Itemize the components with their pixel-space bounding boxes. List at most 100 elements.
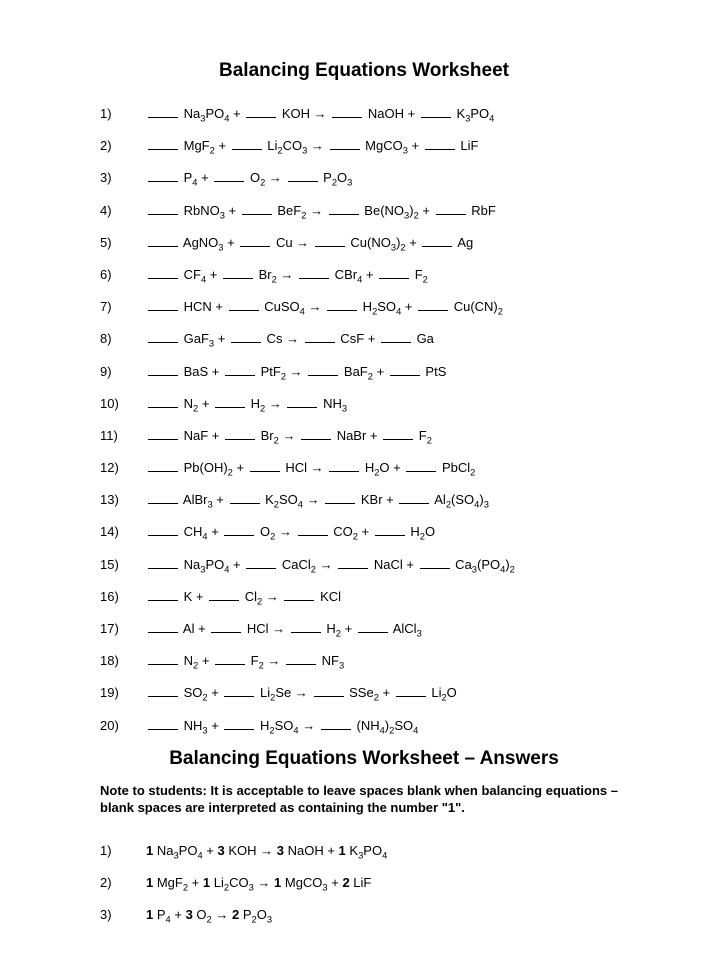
coefficient-blank [315, 234, 345, 247]
problem-equation: P4 + O2 → P2O3 [146, 169, 628, 187]
coefficient-blank [383, 427, 413, 440]
problem-number: 13) [100, 491, 146, 509]
coefficient-blank [148, 685, 178, 698]
coefficient-blank [211, 620, 241, 633]
problem-number: 20) [100, 717, 146, 735]
problem-number: 7) [100, 298, 146, 316]
problem-number: 14) [100, 523, 146, 541]
problem-equation: MgF2 + Li2CO3 → MgCO3 + LiF [146, 137, 628, 155]
problem-row: 5) AgNO3 + Cu → Cu(NO3)2 + Ag [100, 227, 628, 259]
problem-equation: N2 + F2 → NF3 [146, 652, 628, 670]
problem-equation: Na3PO4 + CaCl2 → NaCl + Ca3(PO4)2 [146, 556, 628, 574]
coefficient-blank [148, 653, 178, 666]
problem-equation: HCN + CuSO4 → H2SO4 + Cu(CN)2 [146, 298, 628, 316]
answer-number: 2) [100, 874, 146, 892]
coefficient-blank [301, 427, 331, 440]
problem-number: 11) [100, 427, 146, 445]
problem-row: 12) Pb(OH)2 + HCl → H2O + PbCl2 [100, 452, 628, 484]
problem-number: 19) [100, 684, 146, 702]
coefficient-blank [291, 620, 321, 633]
problem-number: 3) [100, 169, 146, 187]
coefficient-blank [242, 202, 272, 215]
answer-number: 3) [100, 906, 146, 924]
coefficient-blank [148, 266, 178, 279]
problem-equation: NaF + Br2 → NaBr + F2 [146, 427, 628, 445]
problem-equation: GaF3 + Cs → CsF + Ga [146, 330, 628, 348]
problem-number: 9) [100, 363, 146, 381]
coefficient-blank [420, 556, 450, 569]
problem-number: 17) [100, 620, 146, 638]
coefficient-blank [215, 653, 245, 666]
problem-equation: NH3 + H2SO4 → (NH4)2SO4 [146, 717, 628, 735]
problem-row: 13) AlBr3 + K2SO4 → KBr + Al2(SO4)3 [100, 484, 628, 516]
coefficient-blank [381, 331, 411, 344]
coefficient-blank [358, 620, 388, 633]
problem-equation: AlBr3 + K2SO4 → KBr + Al2(SO4)3 [146, 491, 628, 509]
coefficient-blank [148, 331, 178, 344]
answers-title: Balancing Equations Worksheet – Answers [100, 748, 628, 770]
problem-row: 10) N2 + H2 → NH3 [100, 388, 628, 420]
coefficient-blank [287, 395, 317, 408]
problem-equation: N2 + H2 → NH3 [146, 395, 628, 413]
coefficient-blank [148, 459, 178, 472]
problem-equation: SO2 + Li2Se → SSe2 + Li2O [146, 684, 628, 702]
coefficient-blank [314, 685, 344, 698]
problem-number: 2) [100, 137, 146, 155]
problem-equation: Al + HCl → H2 + AlCl3 [146, 620, 628, 638]
problem-row: 2) MgF2 + Li2CO3 → MgCO3 + LiF [100, 130, 628, 162]
page-title: Balancing Equations Worksheet [100, 60, 628, 82]
coefficient-blank [224, 685, 254, 698]
coefficient-blank [148, 395, 178, 408]
problem-row: 19) SO2 + Li2Se → SSe2 + Li2O [100, 677, 628, 709]
coefficient-blank [246, 105, 276, 118]
coefficient-blank [148, 588, 178, 601]
problem-row: 16) K + Cl2 → KCl [100, 581, 628, 613]
problem-number: 6) [100, 266, 146, 284]
coefficient-blank [148, 524, 178, 537]
problem-row: 14) CH4 + O2 → CO2 + H2O [100, 516, 628, 548]
problem-row: 9) BaS + PtF2 → BaF2 + PtS [100, 356, 628, 388]
coefficient-blank [148, 492, 178, 505]
problem-row: 6) CF4 + Br2 → CBr4 + F2 [100, 259, 628, 291]
problem-number: 4) [100, 202, 146, 220]
problems-list: 1) Na3PO4 + KOH → NaOH + K3PO42) MgF2 + … [100, 98, 628, 742]
coefficient-blank [224, 524, 254, 537]
coefficient-blank [288, 170, 318, 183]
problem-number: 18) [100, 652, 146, 670]
answer-row: 3)1 P4 + 3 O2 → 2 P2O3 [100, 899, 628, 931]
coefficient-blank [215, 395, 245, 408]
coefficient-blank [284, 588, 314, 601]
coefficient-blank [299, 266, 329, 279]
coefficient-blank [230, 492, 260, 505]
problem-row: 17) Al + HCl → H2 + AlCl3 [100, 613, 628, 645]
coefficient-blank [332, 105, 362, 118]
problem-number: 16) [100, 588, 146, 606]
coefficient-blank [327, 298, 357, 311]
coefficient-blank [406, 459, 436, 472]
problem-row: 7) HCN + CuSO4 → H2SO4 + Cu(CN)2 [100, 291, 628, 323]
problem-number: 15) [100, 556, 146, 574]
problem-equation: CH4 + O2 → CO2 + H2O [146, 523, 628, 541]
coefficient-blank [148, 170, 178, 183]
coefficient-blank [298, 524, 328, 537]
coefficient-blank [422, 234, 452, 247]
problem-number: 10) [100, 395, 146, 413]
coefficient-blank [225, 363, 255, 376]
coefficient-blank [148, 620, 178, 633]
coefficient-blank [308, 363, 338, 376]
problem-equation: RbNO3 + BeF2 → Be(NO3)2 + RbF [146, 202, 628, 220]
coefficient-blank [330, 138, 360, 151]
coefficient-blank [148, 105, 178, 118]
problem-equation: CF4 + Br2 → CBr4 + F2 [146, 266, 628, 284]
problem-row: 1) Na3PO4 + KOH → NaOH + K3PO4 [100, 98, 628, 130]
coefficient-blank [214, 170, 244, 183]
coefficient-blank [329, 202, 359, 215]
coefficient-blank [246, 556, 276, 569]
answer-equation: 1 MgF2 + 1 Li2CO3 → 1 MgCO3 + 2 LiF [146, 874, 628, 892]
problem-row: 11) NaF + Br2 → NaBr + F2 [100, 420, 628, 452]
problem-equation: BaS + PtF2 → BaF2 + PtS [146, 363, 628, 381]
coefficient-blank [148, 202, 178, 215]
worksheet-page: Balancing Equations Worksheet 1) Na3PO4 … [0, 0, 728, 971]
coefficient-blank [231, 331, 261, 344]
problem-row: 15) Na3PO4 + CaCl2 → NaCl + Ca3(PO4)2 [100, 549, 628, 581]
